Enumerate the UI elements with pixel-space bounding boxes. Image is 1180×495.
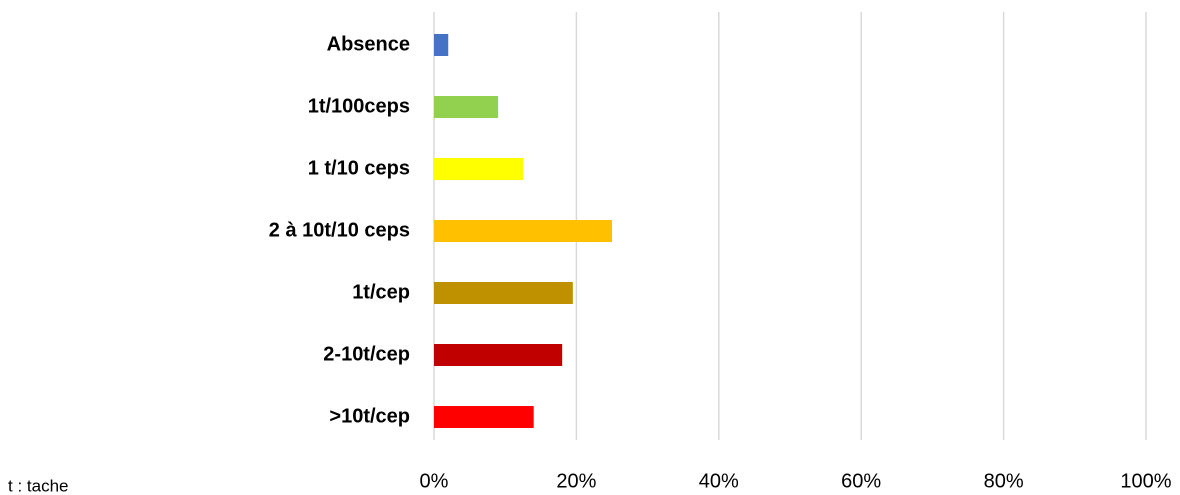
annotation: t : tache xyxy=(8,476,68,495)
y-tick-label: 1t/100ceps xyxy=(308,95,410,117)
x-tick-label: 80% xyxy=(984,470,1024,492)
x-tick-label: 20% xyxy=(556,470,596,492)
bar xyxy=(434,344,563,366)
x-tick-label: 100% xyxy=(1120,470,1171,492)
bar xyxy=(434,406,534,428)
y-tick-label: 2-10t/cep xyxy=(323,343,410,365)
y-tick-label: >10t/cep xyxy=(329,405,410,427)
y-tick-label: 1 t/10 ceps xyxy=(308,157,410,179)
x-tick-label: 60% xyxy=(841,470,881,492)
y-tick-label: Absence xyxy=(327,33,410,55)
y-tick-label: 1t/cep xyxy=(352,281,410,303)
bar xyxy=(434,96,499,118)
bar xyxy=(434,282,573,304)
bar xyxy=(434,220,612,242)
y-tick-label: 2 à 10t/10 ceps xyxy=(269,219,410,241)
bar xyxy=(434,158,523,180)
x-tick-label: 40% xyxy=(699,470,739,492)
x-tick-label: 0% xyxy=(420,470,449,492)
bar xyxy=(434,34,449,56)
